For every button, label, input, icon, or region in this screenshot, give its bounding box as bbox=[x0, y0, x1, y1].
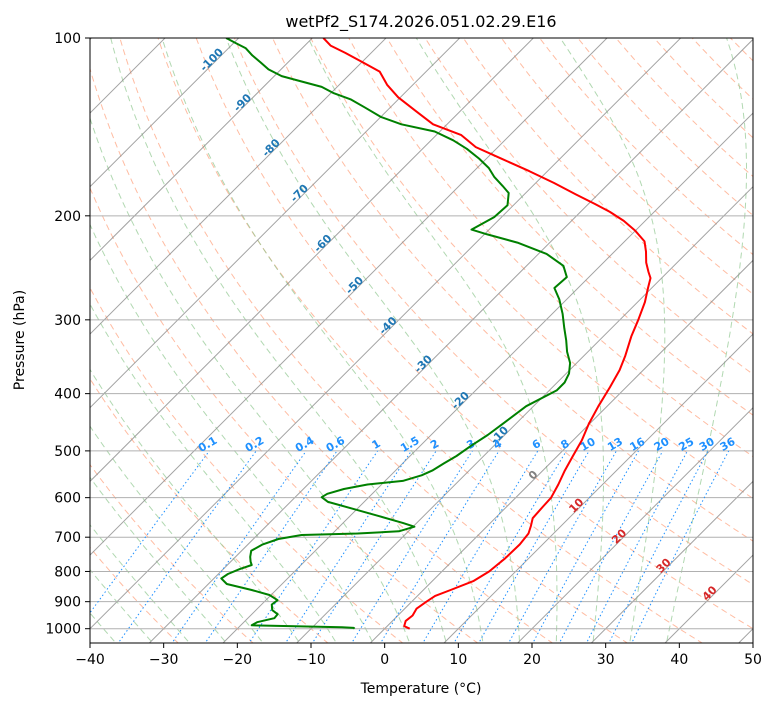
moist-adiabat bbox=[110, 38, 447, 642]
moist-adiabat bbox=[90, 116, 410, 642]
moist-adiabat bbox=[90, 223, 373, 642]
isotherm-line bbox=[369, 259, 753, 643]
x-tick-label: 30 bbox=[597, 652, 615, 668]
y-tick-label: 800 bbox=[54, 564, 81, 580]
moist-adiabat bbox=[307, 38, 558, 642]
moist-adiabat bbox=[415, 38, 604, 642]
isotherm-line bbox=[148, 38, 753, 643]
mixing-ratio-line bbox=[90, 450, 210, 614]
mixing-ratio-line bbox=[509, 450, 617, 642]
y-tick-label: 200 bbox=[54, 209, 81, 225]
mixing-ratio-line bbox=[533, 450, 639, 642]
moist-adiabat bbox=[90, 476, 226, 642]
x-tick-label: 50 bbox=[744, 652, 762, 668]
y-tick-label: 300 bbox=[54, 313, 81, 329]
isotherm-line bbox=[90, 38, 314, 262]
chart-title: wetPf2_S174.2026.051.02.29.E16 bbox=[285, 12, 556, 32]
mixing-ratio-line bbox=[632, 450, 730, 642]
dry-adiabat bbox=[90, 186, 479, 643]
mixing-ratio-line bbox=[205, 450, 338, 642]
y-axis-label: Pressure (hPa) bbox=[12, 290, 28, 390]
isotherm-line bbox=[590, 480, 753, 643]
isotherm-line bbox=[90, 38, 682, 630]
axes: −40 −30 −20 −10 0 10 20 30 40 50 100 200 300 400 500 60… bbox=[45, 31, 762, 668]
x-tick-label: 10 bbox=[449, 652, 467, 668]
moist-adiabat bbox=[90, 303, 336, 642]
temperature-line bbox=[322, 38, 652, 630]
dry-adiabat bbox=[90, 286, 404, 643]
mixing-ratio-line bbox=[249, 450, 379, 642]
mixing-ratio-line bbox=[609, 450, 709, 642]
isotherm-line bbox=[516, 406, 753, 643]
x-tick-label: −30 bbox=[149, 652, 179, 668]
y-tick-label: 700 bbox=[54, 530, 81, 546]
x-tick-label: 40 bbox=[670, 652, 688, 668]
x-tick-label: −40 bbox=[75, 652, 105, 668]
x-tick-label: 0 bbox=[380, 652, 389, 668]
y-tick-label: 600 bbox=[54, 491, 81, 507]
isotherm-line bbox=[90, 38, 608, 556]
dewpoint-line bbox=[220, 38, 572, 630]
plot-frame bbox=[89, 37, 754, 644]
y-tick-label: 900 bbox=[54, 595, 81, 611]
isotherm-line bbox=[90, 38, 461, 409]
isotherm-line bbox=[295, 185, 753, 643]
isotherm-line bbox=[90, 38, 387, 335]
isotherm-line bbox=[222, 112, 753, 643]
x-tick-label: −20 bbox=[223, 652, 253, 668]
dry-adiabat bbox=[462, 38, 753, 335]
x-axis-label: Temperature (°C) bbox=[360, 681, 482, 697]
moist-adiabat bbox=[161, 38, 484, 642]
mixing-ratio-line bbox=[313, 450, 437, 642]
mixing-ratio-line bbox=[119, 450, 257, 642]
y-tick-label: 100 bbox=[54, 31, 81, 47]
profile-lines bbox=[220, 38, 652, 630]
x-tick-label: 20 bbox=[523, 652, 541, 668]
y-tick-label: 500 bbox=[54, 444, 81, 460]
x-tick-label: −10 bbox=[296, 652, 326, 668]
mixing-ratio-line bbox=[286, 450, 412, 642]
mixing-ratio-line bbox=[479, 450, 590, 642]
moist-adiabat bbox=[559, 38, 666, 642]
moist-adiabat bbox=[90, 425, 263, 642]
isotherm-line bbox=[90, 38, 240, 188]
mixing-ratio-line bbox=[381, 450, 500, 642]
moist-adiabat bbox=[666, 38, 747, 642]
moist-adiabat bbox=[225, 38, 520, 642]
y-tick-label: 400 bbox=[54, 387, 81, 403]
mixing-ratio-line bbox=[172, 450, 307, 642]
y-tick-label: 1000 bbox=[45, 622, 81, 638]
